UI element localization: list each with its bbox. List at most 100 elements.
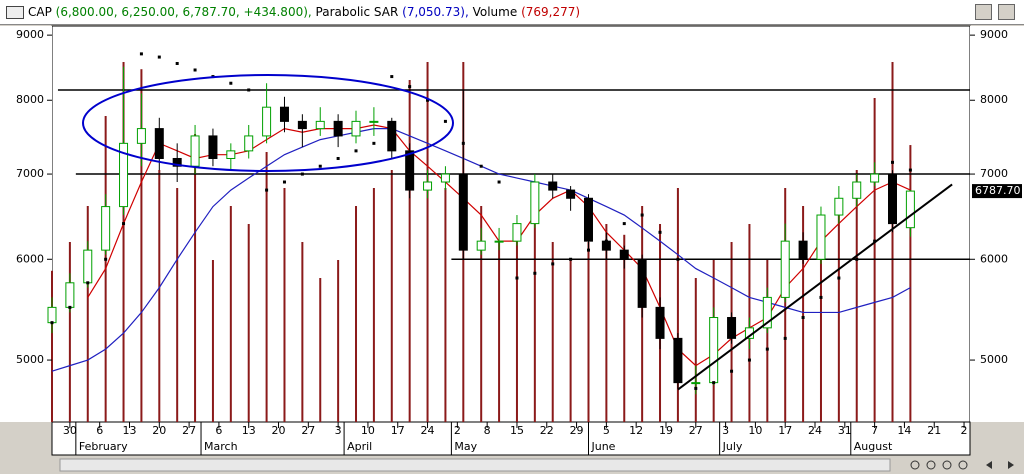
sar-dot [372,141,376,145]
sar-dot [783,336,787,340]
volume-bar [247,224,250,422]
candle-body [190,135,200,167]
candle-body [709,317,719,384]
zoom-button[interactable] [910,460,920,470]
sar-dot [175,61,179,65]
scroll-right[interactable] [1008,461,1014,469]
volume-bar [623,234,626,422]
x-tick-label: 22 [540,424,554,437]
volume-bar [390,170,393,422]
x-tick-label: 17 [778,424,792,437]
sar-dot [479,164,483,168]
sar-dot [139,52,143,56]
volume-bar [676,188,679,422]
x-tick-label: 27 [301,424,315,437]
window-icon [6,6,24,19]
sar-dot [765,347,769,351]
plot-area [51,25,971,423]
x-tick-label: 6 [96,424,103,437]
x-tick-label: 30 [63,424,77,437]
x-tick-label: 17 [391,424,405,437]
candle-body [351,120,361,137]
trendline [677,183,953,391]
volume-bar [211,260,214,422]
sar-dot [104,257,108,261]
zoom-button[interactable] [958,460,968,470]
scroll-track[interactable] [59,458,891,472]
y-tick-label: 7000 [16,167,44,180]
x-tick-label: 13 [242,424,256,437]
x-tick-label: 20 [152,424,166,437]
candle-body [637,258,647,308]
sar-dot [837,276,841,280]
sar-dot [622,222,626,226]
sar-dot [801,316,805,320]
x-tick-label: 10 [361,424,375,437]
close-button[interactable] [998,4,1015,20]
x-tick-label: 10 [748,424,762,437]
sar-dot [50,321,54,325]
candle-body [65,282,75,308]
x-tick-label: 3 [335,424,342,437]
sar-dot [461,141,465,145]
volume-bar [480,206,483,422]
x-tick-label: 27 [689,424,703,437]
candle-body [333,120,343,137]
candle-body [780,240,790,298]
sar-dot [891,160,895,164]
x-tick-label: 19 [659,424,673,437]
scroll-left[interactable] [986,461,992,469]
zoom-button[interactable] [942,460,952,470]
volume-bar [122,62,125,422]
candle-body [583,197,593,242]
candle-body [476,240,486,251]
month-label: June [590,440,615,453]
candle-body [798,240,808,260]
y-tick-label: 5000 [980,353,1008,366]
candle-body [154,128,164,159]
right-axis-area [970,26,1024,422]
volume-bar [837,206,840,422]
header: CAP (6,800.00, 6,250.00, 6,787.70, +434.… [0,0,1024,25]
candle-body [226,150,236,159]
sar-dot [730,369,734,373]
candle-body [548,181,558,191]
candle-body [136,128,146,144]
volume-bar [68,242,71,422]
price-layer [47,52,970,395]
sar-dot [586,248,590,252]
y-tick-label: 6000 [980,252,1008,265]
candle-body [762,296,772,329]
sar-dot [819,295,823,299]
volume-bar [426,62,429,422]
y-tick-label: 5000 [16,353,44,366]
x-tick-label: 21 [927,424,941,437]
candle-body [208,135,218,159]
candle-body [655,306,665,339]
sar-dot [855,257,859,261]
x-tick-label: 24 [421,424,435,437]
quote: (6,800.00, 6,250.00, 6,787.70, +434.800)… [55,5,312,19]
volume-bar [301,242,304,422]
volume-bar [891,62,894,422]
sar-dot [354,149,358,153]
y-tick-label: 7000 [980,167,1008,180]
x-tick-label: 2 [961,424,968,437]
sar-dot [426,98,430,102]
volume-bar [444,188,447,422]
sar-dot [515,276,519,280]
last-price-label: 6787.70 [975,184,1021,197]
x-tick-label: 2 [454,424,461,437]
sar-dot [443,119,447,123]
volume-bar [569,260,572,422]
month-label: February [79,440,128,453]
zoom-button[interactable] [926,460,936,470]
candle-body [405,150,415,191]
restore-button[interactable] [975,4,992,20]
volume-bar [51,270,53,422]
candle-body [279,106,289,122]
nav-buttons [910,460,1014,470]
volume-bar [909,145,912,422]
candle-body [852,181,862,199]
